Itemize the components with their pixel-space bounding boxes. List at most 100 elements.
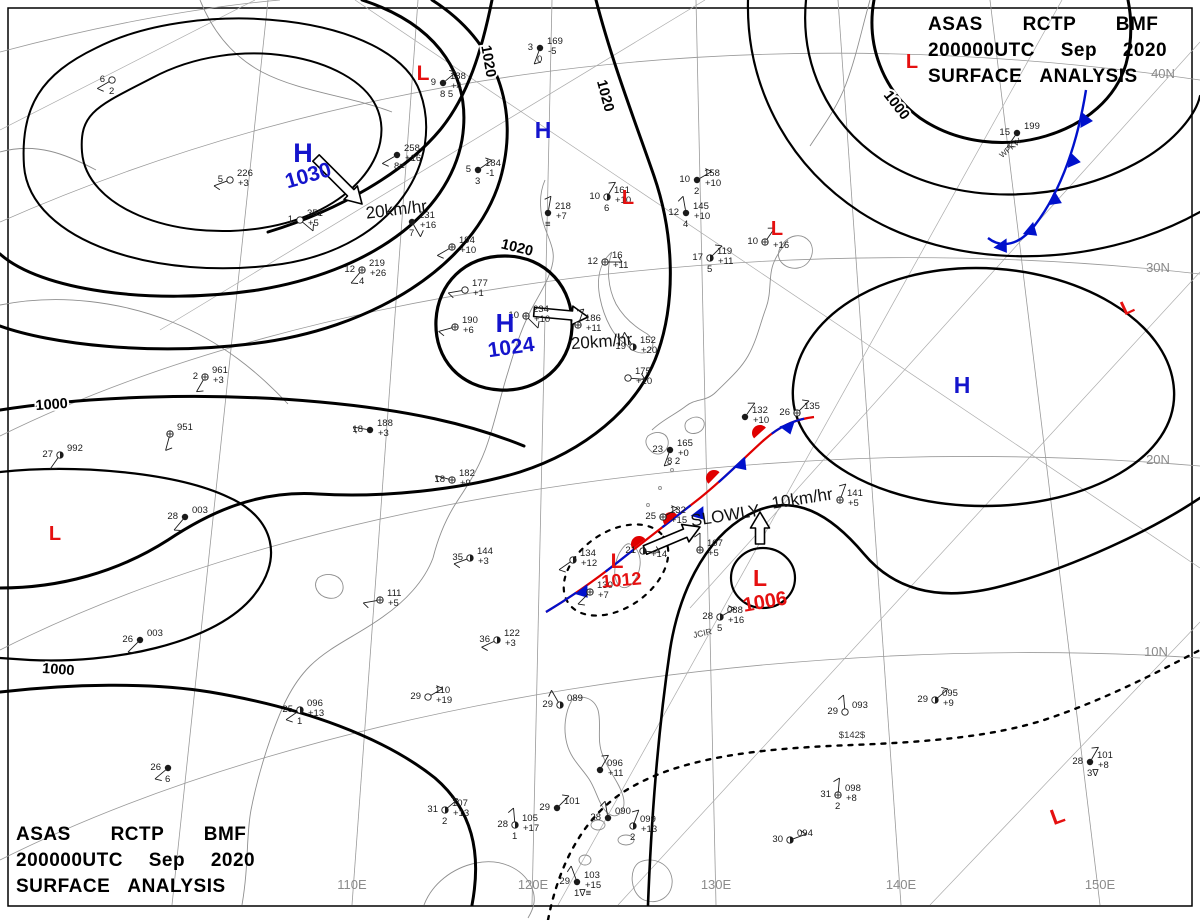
wind-barb-icon bbox=[601, 755, 609, 768]
station-plot: 194+10 bbox=[437, 235, 476, 259]
lon-130e-line bbox=[695, 0, 717, 906]
station-value: +0 bbox=[678, 448, 689, 459]
wind-barb-icon bbox=[430, 688, 443, 696]
station-value: 122 bbox=[504, 628, 520, 639]
wind-barb-icon bbox=[513, 808, 516, 822]
station-value: 0 bbox=[537, 54, 542, 65]
low-center: L bbox=[753, 565, 767, 591]
station-plot: 186+11 bbox=[574, 308, 601, 334]
station-value: 101 bbox=[1097, 750, 1113, 761]
station-value: 9 bbox=[431, 77, 436, 88]
high-center: H bbox=[293, 138, 313, 168]
station-plot: 29 095+9 bbox=[917, 686, 958, 709]
station-value: 351 bbox=[307, 208, 323, 219]
station-value: +15 bbox=[585, 880, 601, 891]
wind-barb-icon bbox=[1006, 135, 1016, 148]
station-plot: 26 003 bbox=[122, 628, 163, 654]
station-value: 199 bbox=[1024, 121, 1040, 132]
station-value: +10 bbox=[534, 314, 550, 325]
isobar-label: 1020 bbox=[499, 236, 534, 259]
wind-barb-icon bbox=[837, 778, 840, 792]
station-plot: 3 169-5 0 bbox=[528, 36, 563, 65]
wind-barb-icon bbox=[165, 436, 170, 451]
station-value: 28 bbox=[702, 611, 713, 622]
isobar-1000-west-upper bbox=[0, 394, 526, 448]
station-plot: 1 351+5 bbox=[288, 208, 323, 232]
station-value: 1 bbox=[297, 716, 302, 727]
sky-cover-icon bbox=[604, 814, 612, 822]
station-plot: 35 144+3 bbox=[452, 546, 493, 569]
station-value: 132 bbox=[670, 505, 686, 516]
station-value: 28 bbox=[590, 812, 601, 823]
sky-cover-icon bbox=[408, 218, 416, 226]
wind-barb-icon bbox=[413, 224, 421, 237]
station-value: 161 bbox=[614, 185, 630, 196]
lat-10n-line bbox=[0, 652, 1200, 861]
sky-cover-icon bbox=[366, 426, 374, 434]
station-value: 101 bbox=[564, 796, 580, 807]
station-value: +8 bbox=[846, 793, 857, 804]
sky-cover-icon bbox=[393, 151, 401, 159]
station-value: 4 bbox=[683, 219, 688, 230]
station-value: 194 bbox=[459, 235, 475, 246]
station-id-label: WPKW bbox=[998, 136, 1024, 160]
wind-barb-icon bbox=[445, 71, 457, 82]
wind-barb-icon bbox=[766, 227, 776, 240]
sky-cover-icon bbox=[136, 636, 144, 644]
station-plot: 28 003 bbox=[167, 505, 208, 531]
wind-barb-icon bbox=[382, 156, 395, 164]
movement-arrow bbox=[749, 511, 771, 545]
station-plot: 28 105+17 1 bbox=[497, 807, 539, 842]
station-plot: 111+5 bbox=[362, 588, 401, 609]
station-plot: 5 184-1 3 bbox=[466, 157, 501, 187]
sky-cover-icon bbox=[474, 166, 482, 174]
isobar-label: 1020 bbox=[593, 78, 617, 113]
station-value: +16 bbox=[728, 615, 744, 626]
lon-label: 110E bbox=[337, 877, 367, 892]
station-value: +10 bbox=[694, 211, 710, 222]
map-border bbox=[7, 7, 1193, 907]
wind-barb-icon bbox=[682, 196, 686, 210]
wind-barb-icon bbox=[577, 593, 589, 605]
station-value: 145 bbox=[693, 201, 709, 212]
wind-barb-icon bbox=[353, 426, 367, 430]
station-plot: 099+13 2 bbox=[629, 809, 657, 843]
station-plot: 19 152+20 bbox=[615, 332, 657, 356]
station-value: +11 bbox=[608, 768, 623, 779]
station-plot: 177+1 bbox=[447, 278, 488, 299]
station-value: +13 bbox=[641, 824, 657, 835]
high-center: H bbox=[496, 308, 515, 338]
lon-label: 150E bbox=[1085, 877, 1116, 892]
station-value: 961 bbox=[212, 365, 228, 376]
station-value: +3 bbox=[478, 556, 489, 567]
sky-cover-icon bbox=[461, 286, 469, 294]
station-plot: 29 103+151∇≡ bbox=[559, 865, 601, 899]
station-value: +17 bbox=[523, 823, 539, 834]
station-value: 31 bbox=[820, 789, 831, 800]
station-plot: 25 096+13 1 bbox=[282, 698, 324, 727]
station-value: 110 bbox=[435, 685, 450, 696]
station-value: 35 bbox=[452, 552, 463, 563]
station-plot: 9 188+48 5 bbox=[431, 69, 466, 100]
station-value: 144 bbox=[477, 546, 493, 557]
station-value: 6 bbox=[165, 774, 170, 785]
station-value: 003 bbox=[147, 628, 163, 639]
station-value: +16 bbox=[405, 153, 421, 164]
station-value: +7 bbox=[556, 211, 567, 222]
station-value: 103 bbox=[584, 870, 600, 881]
station-plot: 29 089 bbox=[542, 690, 583, 710]
station-value: +20 bbox=[641, 345, 657, 356]
station-value: +5 bbox=[848, 498, 859, 509]
wind-barb-icon bbox=[350, 272, 361, 284]
movement-annotation: SLOWLY bbox=[689, 501, 761, 531]
grid-label-layer: 40N 30N 20N 10N 110E 120E 130E 140E 150E bbox=[337, 66, 1175, 892]
station-value: 951 bbox=[177, 422, 193, 433]
station-value: 5 bbox=[218, 174, 223, 185]
station-plot: 12 219+26 4 bbox=[344, 258, 386, 287]
station-value: 36 bbox=[479, 634, 490, 645]
station-value: 28 bbox=[1072, 756, 1083, 767]
